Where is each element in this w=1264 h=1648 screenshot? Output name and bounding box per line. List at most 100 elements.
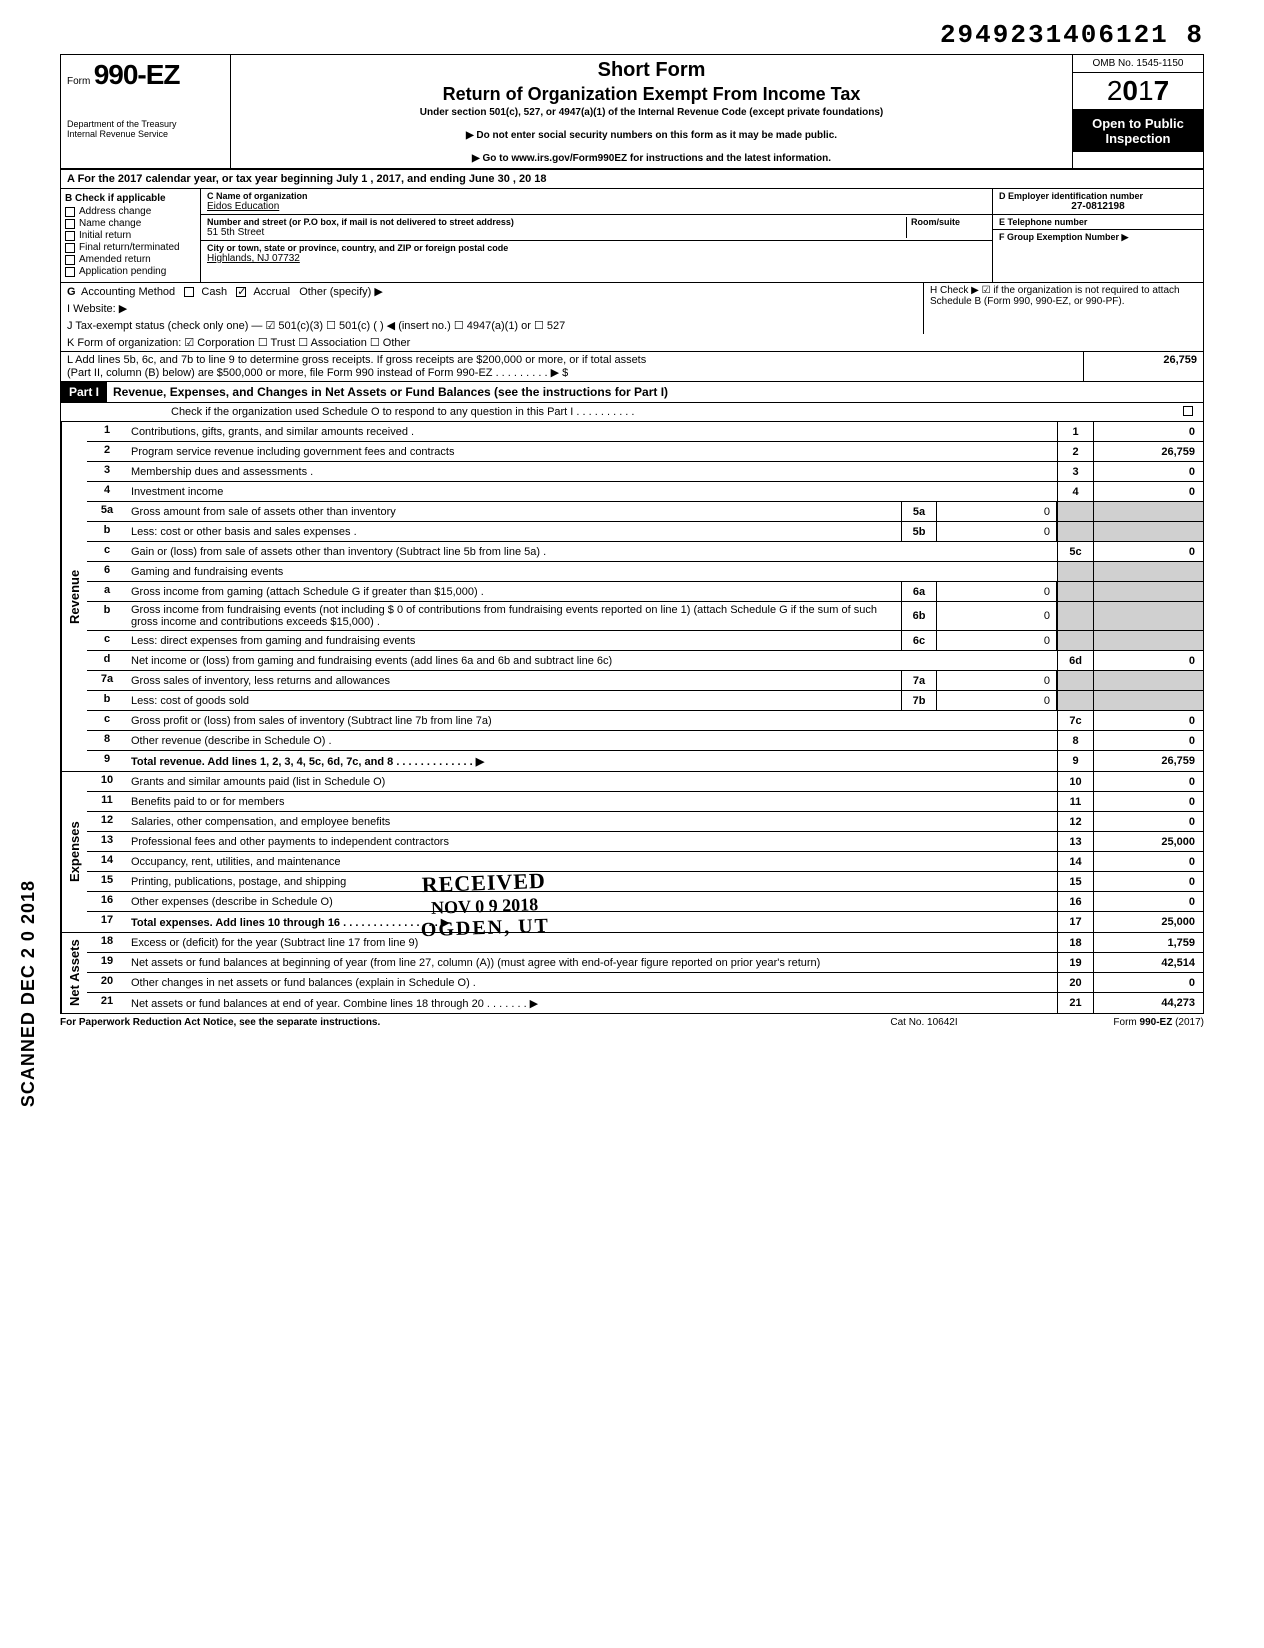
row-desc: Gain or (loss) from sale of assets other… bbox=[127, 542, 1057, 561]
netassets-label: Net Assets bbox=[61, 933, 87, 1013]
right-value: 0 bbox=[1093, 892, 1203, 911]
row-desc: Net assets or fund balances at beginning… bbox=[127, 953, 1057, 972]
expenses-table: Expenses 10Grants and similar amounts pa… bbox=[60, 772, 1204, 933]
footer-mid: Cat No. 10642I bbox=[824, 1017, 1024, 1028]
row-desc: Occupancy, rent, utilities, and maintena… bbox=[127, 852, 1057, 871]
row-number: c bbox=[87, 631, 127, 650]
checkbox-initial-return[interactable] bbox=[65, 231, 75, 241]
right-number: 3 bbox=[1057, 462, 1093, 481]
dept-label: Department of the TreasuryInternal Reven… bbox=[67, 119, 224, 139]
right-number-shaded bbox=[1057, 671, 1093, 690]
table-row: 14Occupancy, rent, utilities, and mainte… bbox=[87, 852, 1203, 872]
right-number: 19 bbox=[1057, 953, 1093, 972]
table-row: 6Gaming and fundraising events bbox=[87, 562, 1203, 582]
scanned-stamp: SCANNED DEC 2 0 2018 bbox=[18, 880, 39, 1107]
right-number: 21 bbox=[1057, 993, 1093, 1013]
checkbox-final-return[interactable] bbox=[65, 243, 75, 253]
row-number: 6 bbox=[87, 562, 127, 581]
mid-value: 0 bbox=[937, 582, 1057, 601]
right-number: 11 bbox=[1057, 792, 1093, 811]
right-number-shaded bbox=[1057, 502, 1093, 521]
checkbox-application-pending[interactable] bbox=[65, 267, 75, 277]
cb-label: Initial return bbox=[79, 230, 131, 241]
row-number: 15 bbox=[87, 872, 127, 891]
cb-label: Address change bbox=[79, 206, 151, 217]
right-number: 15 bbox=[1057, 872, 1093, 891]
mid-number: 6c bbox=[901, 631, 937, 650]
form-header: Form 990-EZ Department of the TreasuryIn… bbox=[60, 54, 1204, 170]
right-value-shaded bbox=[1093, 502, 1203, 521]
cb-label: Application pending bbox=[79, 266, 166, 277]
right-value: 0 bbox=[1093, 772, 1203, 791]
checkbox-amended[interactable] bbox=[65, 255, 75, 265]
table-row: 12Salaries, other compensation, and empl… bbox=[87, 812, 1203, 832]
mid-number: 7a bbox=[901, 671, 937, 690]
table-row: aGross income from gaming (attach Schedu… bbox=[87, 582, 1203, 602]
col-b: B Check if applicable Address change Nam… bbox=[61, 189, 201, 282]
right-value: 0 bbox=[1093, 542, 1203, 561]
netassets-table: Net Assets 18Excess or (deficit) for the… bbox=[60, 933, 1204, 1014]
right-number-shaded bbox=[1057, 522, 1093, 541]
org-name-label: C Name of organization bbox=[207, 191, 986, 201]
right-value: 0 bbox=[1093, 711, 1203, 730]
table-row: 18Excess or (deficit) for the year (Subt… bbox=[87, 933, 1203, 953]
row-number: b bbox=[87, 691, 127, 710]
checkbox-name-change[interactable] bbox=[65, 219, 75, 229]
g-marker: G bbox=[67, 286, 81, 298]
right-number: 14 bbox=[1057, 852, 1093, 871]
row-desc: Salaries, other compensation, and employ… bbox=[127, 812, 1057, 831]
row-number: 19 bbox=[87, 953, 127, 972]
right-value-shaded bbox=[1093, 522, 1203, 541]
right-number: 12 bbox=[1057, 812, 1093, 831]
row-number: 1 bbox=[87, 422, 127, 441]
org-name: Eidos Education bbox=[207, 201, 986, 212]
part-i-title: Revenue, Expenses, and Changes in Net As… bbox=[107, 382, 674, 402]
right-number-shaded bbox=[1057, 631, 1093, 650]
right-value: 44,273 bbox=[1093, 993, 1203, 1013]
checkbox-schedule-o[interactable] bbox=[1183, 406, 1193, 416]
g-other: Other (specify) ▶ bbox=[299, 285, 383, 298]
checkbox-address-change[interactable] bbox=[65, 207, 75, 217]
part-i-check: Check if the organization used Schedule … bbox=[60, 403, 1204, 422]
table-row: 5aGross amount from sale of assets other… bbox=[87, 502, 1203, 522]
info-grid: B Check if applicable Address change Nam… bbox=[60, 189, 1204, 283]
line-j: J Tax-exempt status (check only one) — ☑… bbox=[61, 317, 923, 334]
row-desc: Other expenses (describe in Schedule O) bbox=[127, 892, 1057, 911]
checkbox-accrual[interactable] bbox=[236, 287, 246, 297]
mid-number: 5a bbox=[901, 502, 937, 521]
table-row: 7aGross sales of inventory, less returns… bbox=[87, 671, 1203, 691]
right-value: 25,000 bbox=[1093, 912, 1203, 932]
row-desc: Gross income from gaming (attach Schedul… bbox=[127, 582, 901, 601]
right-number: 17 bbox=[1057, 912, 1093, 932]
col-de: D Employer identification number 27-0812… bbox=[993, 189, 1203, 282]
form-label: Form bbox=[67, 76, 90, 87]
mid-value: 0 bbox=[937, 691, 1057, 710]
row-desc: Membership dues and assessments . bbox=[127, 462, 1057, 481]
form-number: 990-EZ bbox=[94, 59, 180, 90]
part-i-header: Part I Revenue, Expenses, and Changes in… bbox=[60, 382, 1204, 403]
right-number: 8 bbox=[1057, 731, 1093, 750]
note-1: ▶ Do not enter social security numbers o… bbox=[239, 130, 1064, 141]
table-row: 2Program service revenue including gover… bbox=[87, 442, 1203, 462]
short-form: Short Form bbox=[239, 59, 1064, 82]
right-value: 0 bbox=[1093, 651, 1203, 670]
header-left: Form 990-EZ Department of the TreasuryIn… bbox=[61, 55, 231, 168]
right-value: 1,759 bbox=[1093, 933, 1203, 952]
table-row: 4Investment income40 bbox=[87, 482, 1203, 502]
ein-label: D Employer identification number bbox=[999, 191, 1197, 201]
line-i: I Website: ▶ bbox=[61, 300, 923, 317]
cb-label: Name change bbox=[79, 218, 141, 229]
table-row: bLess: cost of goods sold7b0 bbox=[87, 691, 1203, 711]
right-value-shaded bbox=[1093, 582, 1203, 601]
right-value: 0 bbox=[1093, 731, 1203, 750]
row-number: 5a bbox=[87, 502, 127, 521]
checkbox-cash[interactable] bbox=[184, 287, 194, 297]
row-number: 17 bbox=[87, 912, 127, 932]
footer-left: For Paperwork Reduction Act Notice, see … bbox=[60, 1017, 824, 1028]
open-public: Open to Public Inspection bbox=[1073, 110, 1203, 152]
right-value: 0 bbox=[1093, 973, 1203, 992]
mid-value: 0 bbox=[937, 602, 1057, 630]
right-number: 5c bbox=[1057, 542, 1093, 561]
table-row: cGain or (loss) from sale of assets othe… bbox=[87, 542, 1203, 562]
omb: OMB No. 1545-1150 bbox=[1073, 55, 1203, 73]
